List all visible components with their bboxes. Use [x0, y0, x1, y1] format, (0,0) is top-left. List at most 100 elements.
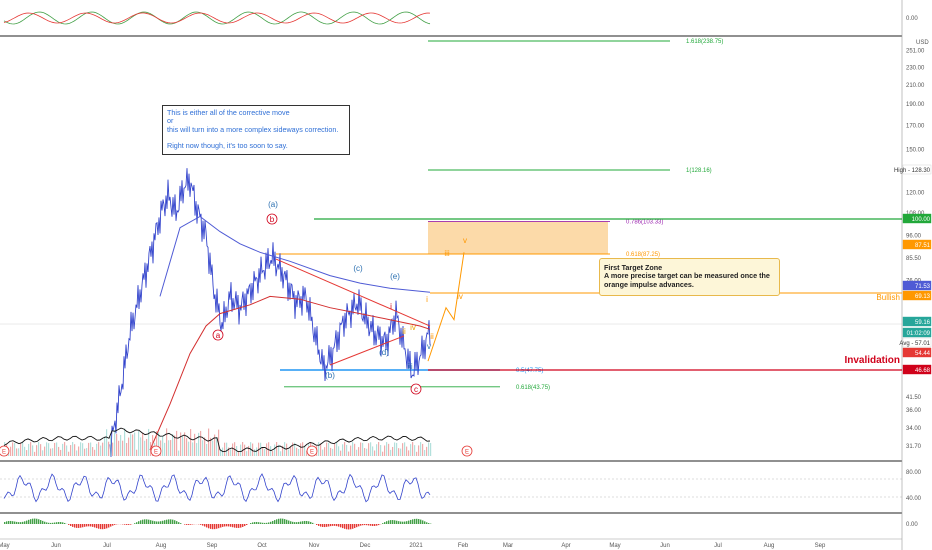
volume-bar	[232, 443, 234, 456]
callout-line: A more precise target can be measured on…	[604, 271, 770, 281]
histogram-bar	[68, 524, 70, 525]
volume-bar	[78, 446, 80, 456]
wave-label: iv	[457, 292, 463, 301]
volume-bar	[304, 446, 306, 456]
volume-bar	[122, 440, 124, 456]
volume-bar	[336, 442, 338, 456]
volume-bar	[192, 442, 194, 456]
time-tick-label: Jun	[660, 543, 670, 549]
volume-bar	[342, 444, 344, 456]
event-marker	[306, 445, 318, 457]
target-callout[interactable]: First Target Zone A more precise target …	[599, 258, 780, 296]
volume-bar	[188, 441, 190, 456]
histogram-bar	[218, 524, 220, 529]
histogram-bar	[408, 520, 410, 524]
callout-line: orange impulse advances.	[604, 279, 694, 289]
histogram-bar	[190, 524, 192, 525]
histogram-bar	[92, 524, 94, 527]
volume-bar	[274, 444, 276, 456]
volume-bar	[96, 443, 98, 456]
volume-bar	[282, 445, 284, 456]
event-marker	[150, 445, 162, 457]
volume-bar	[138, 430, 140, 456]
wave-label: (b)	[325, 371, 335, 380]
volume-bar	[162, 436, 164, 456]
volume-bar	[270, 446, 272, 456]
histogram-bar	[232, 524, 234, 528]
wave-label: c	[414, 385, 418, 394]
volume-bar	[28, 443, 30, 456]
volume-bar	[294, 442, 296, 456]
event-marker-label: E	[154, 450, 158, 456]
volume-bar	[176, 430, 178, 456]
wave-label: b	[270, 215, 275, 224]
histogram-bar	[266, 522, 268, 524]
histogram-bar	[46, 522, 48, 524]
analysis-note[interactable]: This is either all of the corrective mov…	[162, 105, 350, 155]
histogram-bar	[166, 519, 168, 524]
histogram-bar	[152, 520, 154, 524]
volume-bar	[272, 450, 274, 456]
histogram-bar	[176, 521, 178, 524]
volume-bar	[300, 443, 302, 456]
time-tick-label: 2021	[409, 543, 423, 549]
histogram-bar	[202, 524, 204, 526]
price-tag	[902, 164, 932, 175]
volume-bar	[30, 442, 32, 456]
histogram-bar	[88, 524, 90, 527]
volume-bar	[430, 442, 432, 456]
volume-bar	[428, 442, 430, 456]
histogram-bar	[274, 520, 276, 524]
histogram-bar	[44, 521, 46, 524]
histogram-bar	[14, 521, 16, 524]
histogram-bar	[64, 522, 66, 524]
volume-bar	[346, 444, 348, 456]
histogram-bar	[396, 520, 398, 524]
histogram-bar	[370, 524, 372, 526]
volume-bar	[204, 437, 206, 456]
rsi-tick-label: 80.00	[906, 470, 922, 476]
volume-bar	[102, 442, 104, 456]
histogram-bar	[242, 524, 244, 527]
price-tag	[902, 280, 932, 291]
histogram-bar	[168, 519, 170, 524]
volume-bar	[114, 429, 116, 456]
volume-bar	[278, 444, 280, 456]
event-marker-label: E	[465, 450, 469, 456]
histogram-bar	[60, 522, 62, 524]
volume-bar	[190, 429, 192, 456]
histogram-bar	[200, 524, 202, 525]
volume-bar	[198, 432, 200, 456]
histogram-bar	[268, 522, 270, 524]
volume-bar	[98, 442, 100, 456]
histogram-bar	[160, 521, 162, 524]
volume-bar	[172, 434, 174, 456]
volume-bar	[220, 449, 222, 456]
price-tag	[902, 213, 932, 224]
volume-bar	[292, 442, 294, 456]
histogram-bar	[20, 522, 22, 524]
note-line: This is either all of the corrective mov…	[167, 108, 290, 117]
volume-bar	[296, 447, 298, 456]
time-tick-label: Sep	[815, 543, 826, 549]
histogram-bar	[222, 524, 224, 527]
histogram-bar	[388, 520, 390, 524]
histogram-bar	[96, 524, 98, 529]
volume-bar	[326, 442, 328, 456]
volume-bar	[58, 446, 60, 456]
oscillator-line	[3, 11, 431, 25]
projection-path	[427, 252, 465, 362]
volume-bar	[84, 448, 86, 456]
histogram-bar	[294, 522, 296, 524]
volume-bar	[358, 447, 360, 456]
histogram-bar	[204, 524, 206, 527]
histogram-bar	[260, 522, 262, 524]
volume-bar	[394, 442, 396, 456]
volume-bar	[86, 448, 88, 456]
price-tag	[902, 327, 932, 338]
histogram-bar	[106, 524, 108, 529]
time-tick-label: Nov	[309, 543, 320, 549]
histogram-bar	[264, 522, 266, 524]
volume-bar	[196, 443, 198, 456]
